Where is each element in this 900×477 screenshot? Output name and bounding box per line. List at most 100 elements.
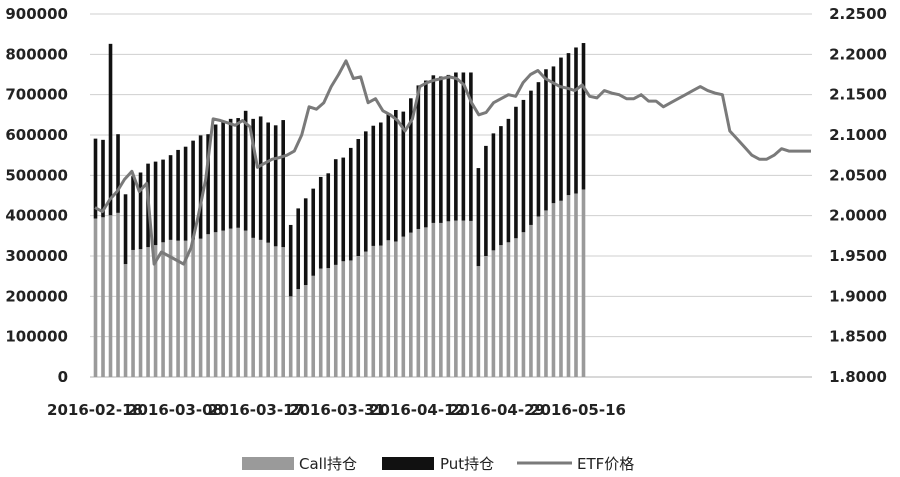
call-bar — [123, 264, 128, 377]
call-bar — [484, 256, 488, 377]
left-axis: 0 100000 200000 300000 400000 500000 600000 700… — [5, 5, 68, 386]
call-bar — [131, 249, 135, 377]
call-bar — [566, 195, 571, 377]
put-bar — [266, 122, 270, 243]
call-bar — [574, 193, 578, 377]
x-tick-label: 2016-03-08 — [127, 401, 223, 419]
legend: Call持仓 Put持仓 ETF价格 — [242, 455, 634, 473]
call-bar — [409, 232, 413, 377]
put-bar — [183, 146, 188, 241]
call-bar — [303, 285, 308, 377]
put-bar — [574, 47, 578, 194]
call-bar — [153, 245, 158, 377]
call-bar — [333, 264, 338, 377]
call-bar — [439, 222, 443, 377]
put-bar — [484, 145, 488, 256]
legend-label-etf: ETF价格 — [577, 455, 634, 473]
call-bar — [281, 247, 285, 377]
put-bar — [303, 198, 308, 286]
right-axis: 1.8000 1.8500 1.9000 1.9500 2.0000 2.0500 2.10… — [829, 5, 887, 386]
call-bar — [213, 232, 218, 377]
put-bar — [371, 125, 376, 246]
put-bar — [499, 126, 503, 246]
put-bar — [198, 135, 203, 239]
call-bar — [559, 200, 563, 377]
x-tick-label: 2016-05-16 — [530, 401, 626, 419]
call-bar — [101, 217, 105, 377]
call-bar — [491, 250, 496, 377]
call-bar — [116, 212, 120, 377]
put-bar — [566, 53, 571, 196]
call-bar — [221, 230, 225, 377]
put-bar — [416, 85, 421, 229]
put-bar — [108, 43, 113, 216]
put-bar — [221, 121, 225, 231]
call-bar — [401, 236, 406, 377]
y-left-tick-label: 700000 — [5, 86, 68, 104]
put-bar — [401, 111, 406, 237]
put-bar — [101, 139, 105, 218]
etf-price-line — [94, 59, 811, 266]
put-bar — [394, 109, 398, 242]
call-bar — [206, 234, 210, 377]
put-bar — [536, 82, 541, 217]
call-bar — [461, 220, 466, 377]
put-bar — [424, 80, 428, 228]
call-bar — [296, 289, 301, 377]
y-right-tick-label: 1.8000 — [829, 368, 887, 386]
call-bar — [416, 228, 421, 377]
call-bar — [243, 230, 248, 377]
call-bar — [318, 268, 323, 377]
put-bar — [409, 98, 413, 233]
call-bar — [228, 228, 233, 377]
call-bar — [386, 240, 391, 377]
put-bar — [469, 72, 473, 221]
put-bar — [296, 208, 301, 290]
gridlines — [90, 13, 812, 378]
x-tick-label: 2016-04-29 — [449, 401, 545, 419]
call-bar — [146, 247, 150, 377]
call-bar — [311, 275, 316, 377]
call-bar — [161, 242, 165, 377]
put-bar — [311, 188, 316, 276]
call-bar — [469, 220, 473, 377]
call-bar — [378, 245, 383, 377]
x-tick-label: 2016-04-12 — [369, 401, 465, 419]
y-left-tick-label: 900000 — [5, 5, 68, 23]
put-bar — [506, 118, 511, 243]
y-left-tick-label: 100000 — [5, 328, 68, 346]
y-left-tick-label: 500000 — [5, 166, 68, 184]
y-left-tick-label: 800000 — [5, 45, 68, 63]
put-bar — [243, 110, 248, 231]
y-right-tick-label: 2.0000 — [829, 207, 887, 225]
legend-label-put: Put持仓 — [440, 455, 494, 473]
call-bar — [446, 221, 451, 377]
put-bar — [176, 149, 180, 241]
put-bar — [333, 159, 338, 265]
call-bar — [536, 216, 541, 377]
call-bar — [183, 240, 188, 377]
put-bar — [228, 118, 233, 229]
call-bar — [288, 296, 293, 377]
put-bar — [363, 131, 368, 252]
y-left-tick-label: 400000 — [5, 207, 68, 225]
call-bar — [93, 218, 98, 377]
put-bar — [356, 139, 361, 256]
call-bar — [108, 215, 113, 377]
call-bar — [529, 224, 533, 377]
put-bar — [461, 72, 466, 221]
call-bar — [258, 239, 263, 377]
y-right-tick-label: 2.2000 — [829, 45, 887, 63]
y-left-tick-label: 200000 — [5, 287, 68, 305]
put-bar — [138, 172, 143, 250]
put-bar — [318, 176, 323, 269]
put-bar — [326, 173, 331, 269]
put-bar — [446, 74, 451, 222]
put-bar — [206, 134, 210, 235]
call-bar — [544, 210, 548, 377]
put-bar — [476, 168, 481, 267]
y-left-tick-label: 300000 — [5, 247, 68, 265]
put-bar — [514, 106, 518, 239]
call-bar — [506, 242, 511, 377]
put-bar — [386, 114, 391, 241]
